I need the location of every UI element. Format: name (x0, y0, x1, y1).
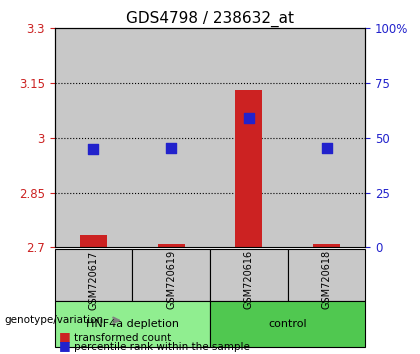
Text: GSM720617: GSM720617 (89, 250, 98, 310)
Text: GSM720618: GSM720618 (322, 250, 331, 309)
Text: transformed count: transformed count (74, 333, 171, 343)
Bar (55, 28, 132, 247)
Text: ■: ■ (59, 339, 71, 352)
Title: GDS4798 / 238632_at: GDS4798 / 238632_at (126, 11, 294, 27)
Bar (132, 28, 210, 247)
Point (168, 145, 175, 151)
Point (323, 145, 330, 151)
Text: ■: ■ (59, 330, 71, 343)
FancyBboxPatch shape (55, 249, 132, 301)
Text: GSM720616: GSM720616 (244, 250, 254, 309)
FancyBboxPatch shape (132, 249, 210, 301)
Text: control: control (268, 319, 307, 329)
Point (90, 146, 97, 152)
FancyBboxPatch shape (210, 301, 365, 347)
Text: genotype/variation: genotype/variation (4, 315, 103, 325)
Bar (313, 244, 340, 247)
Bar (288, 28, 365, 247)
FancyBboxPatch shape (288, 249, 365, 301)
Text: HNF4a depletion: HNF4a depletion (86, 319, 179, 329)
Point (245, 115, 252, 121)
Text: percentile rank within the sample: percentile rank within the sample (74, 342, 249, 352)
Bar (210, 28, 288, 247)
FancyBboxPatch shape (55, 301, 210, 347)
Text: GSM720619: GSM720619 (166, 250, 176, 309)
Bar (158, 244, 185, 247)
Bar (235, 90, 262, 247)
Bar (80, 235, 107, 247)
FancyBboxPatch shape (210, 249, 288, 301)
